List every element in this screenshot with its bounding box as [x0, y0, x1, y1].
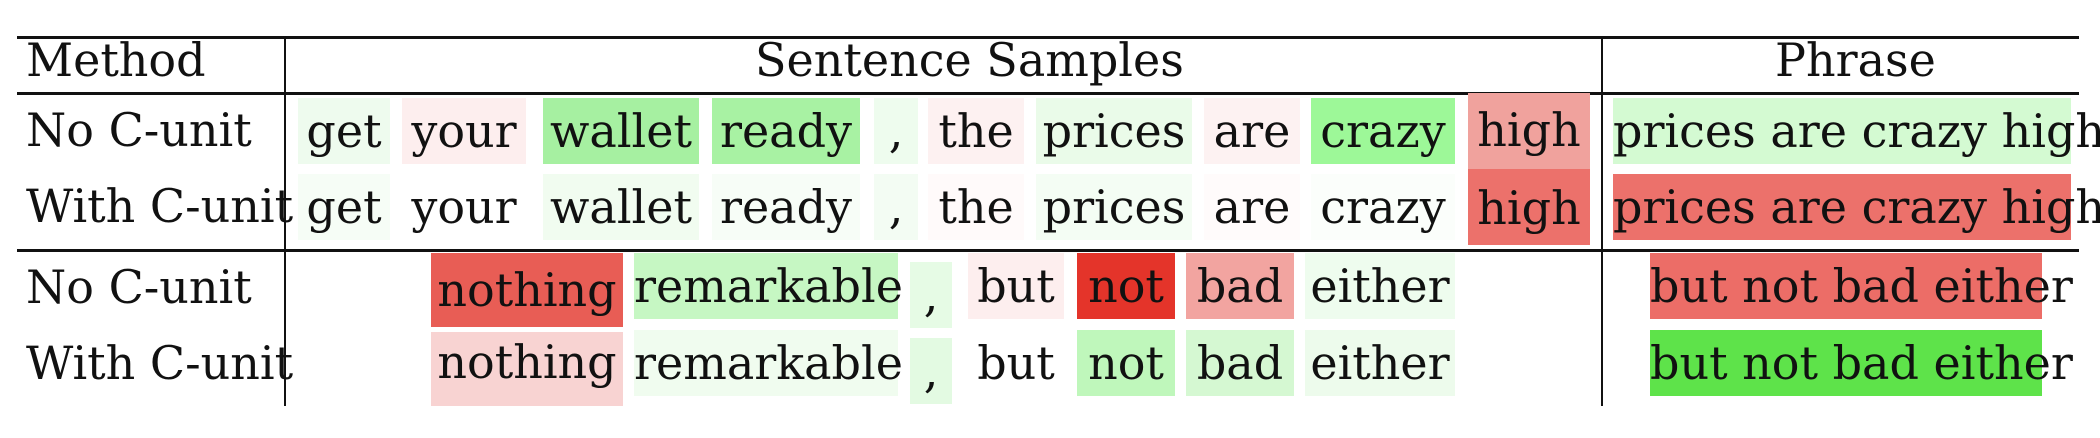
header-sentence-samples: Sentence Samples [755, 33, 1184, 87]
sentence-token: remarkable [634, 330, 903, 396]
sentence-token: bad [1186, 330, 1294, 396]
header-phrase: Phrase [1775, 33, 1936, 87]
phrase-cell: prices are crazy high [1613, 174, 2100, 240]
sentence-token: high [1468, 169, 1590, 245]
sentence-token: wallet [543, 174, 699, 240]
sentence-token: high [1468, 93, 1590, 169]
sentence-token: your [402, 174, 526, 240]
sentence-token: remarkable [634, 253, 903, 319]
header-method: Method [26, 33, 206, 87]
sentence-token: , [910, 338, 952, 404]
sentence-token: but [968, 253, 1064, 319]
sentence-token: , [910, 262, 952, 328]
method-label: No C-unit [26, 103, 252, 157]
sentence-token: crazy [1311, 98, 1455, 164]
method-column-divider [284, 36, 286, 406]
sentence-token: nothing [431, 253, 623, 327]
sentence-token: the [928, 98, 1024, 164]
sentence-token: nothing [431, 332, 623, 406]
header-rule [17, 92, 2079, 95]
sentence-token: prices [1036, 98, 1192, 164]
sentence-token: not [1077, 253, 1175, 319]
group-separator-rule [17, 249, 2079, 252]
sentence-token: your [402, 98, 526, 164]
sentence-token: bad [1186, 253, 1294, 319]
method-label: No C-unit [26, 260, 252, 314]
phrase-column-divider [1601, 36, 1603, 406]
sentence-token: are [1204, 98, 1300, 164]
sentence-token: , [874, 98, 918, 164]
sentence-token: prices [1036, 174, 1192, 240]
sentence-token: , [874, 174, 918, 240]
phrase-cell: but not bad either [1650, 253, 2073, 319]
method-label: With C-unit [26, 336, 294, 390]
sentence-token: the [928, 174, 1024, 240]
sentence-token: ready [712, 174, 860, 240]
sentence-token: either [1305, 330, 1455, 396]
phrase-cell: but not bad either [1650, 330, 2073, 396]
sentence-token: get [298, 174, 390, 240]
sentence-token: get [298, 98, 390, 164]
sentence-token: crazy [1311, 174, 1455, 240]
sentence-token: either [1305, 253, 1455, 319]
sentence-token: are [1204, 174, 1300, 240]
sentence-token: not [1077, 330, 1175, 396]
table-top-rule [17, 36, 2079, 39]
phrase-cell: prices are crazy high [1613, 98, 2100, 164]
sentence-token: ready [712, 98, 860, 164]
method-label: With C-unit [26, 179, 294, 233]
sentence-token: but [968, 330, 1064, 396]
sentence-token: wallet [543, 98, 699, 164]
